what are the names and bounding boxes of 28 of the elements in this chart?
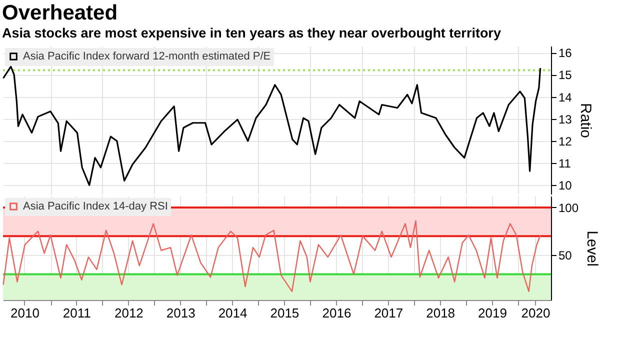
- y-tick-label: 12: [558, 134, 572, 148]
- y-tick-label: 16: [558, 46, 572, 60]
- x-tick-label: 2012: [114, 306, 144, 320]
- legend-label: Asia Pacific Index forward 12-month estimated P/E: [23, 50, 271, 62]
- y-tick-label: 15: [558, 68, 572, 82]
- x-tick-label: 2011: [62, 306, 91, 320]
- y-tick-label: 13: [558, 112, 572, 126]
- y-tick-label: 14: [558, 90, 572, 104]
- x-tick-label: 2016: [322, 306, 352, 320]
- y-axis-title: Ratio: [576, 102, 594, 138]
- y-axis-title: Level: [584, 230, 601, 266]
- x-tick-label: 2010: [10, 306, 40, 320]
- line-series: [2, 66, 542, 186]
- x-tick-label: 2014: [218, 306, 248, 320]
- x-tick-label: 2013: [166, 306, 196, 320]
- line-series: [2, 220, 541, 292]
- x-tick-label: 2019: [478, 306, 507, 320]
- x-tick-label: 2020: [521, 306, 550, 320]
- y-tick-label: 100: [558, 200, 579, 215]
- y-tick-label: 10: [558, 178, 572, 193]
- x-tick-label: 2015: [270, 306, 300, 320]
- y-tick-label: 50: [558, 248, 572, 263]
- chart-subtitle: Asia stocks are most expensive in ten years as they near overbought territory: [2, 26, 502, 40]
- x-tick-label: 2018: [426, 306, 456, 320]
- chart-title: Overheated: [2, 2, 118, 24]
- y-tick-label: 11: [558, 156, 572, 171]
- x-tick-label: 2017: [374, 306, 404, 320]
- legend-label: Asia Pacific Index 14-day RSI: [23, 200, 168, 212]
